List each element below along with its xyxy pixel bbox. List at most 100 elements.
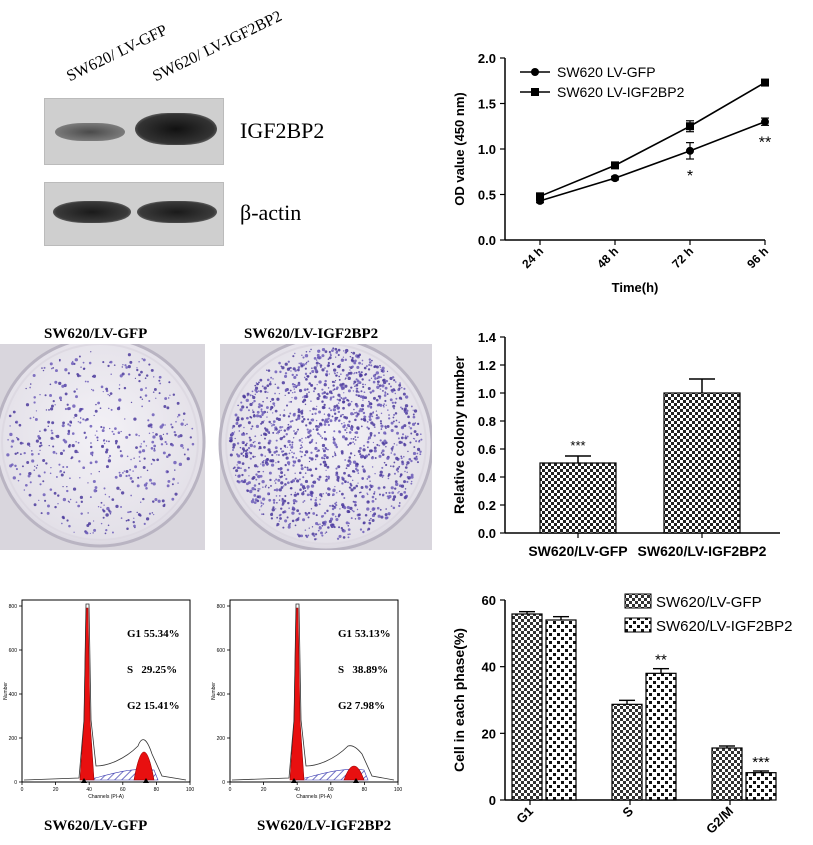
- colony-dot: [304, 372, 308, 376]
- colony-dot: [349, 462, 352, 465]
- colony-dot: [166, 406, 170, 410]
- colony-dot: [321, 347, 326, 352]
- colony-dot: [352, 510, 355, 513]
- colony-dot: [277, 417, 281, 422]
- colony-dot: [16, 451, 19, 454]
- colony-dot: [177, 482, 179, 484]
- colony-dot: [283, 499, 287, 503]
- colony-dot: [42, 493, 46, 497]
- colony-dot: [355, 371, 358, 374]
- colony-dot: [40, 512, 43, 515]
- colony-dot: [75, 395, 78, 399]
- colony-dot: [310, 457, 314, 461]
- fc-stat-key: S: [127, 664, 134, 676]
- colony-dot: [322, 448, 324, 450]
- colony-dot: [374, 377, 377, 380]
- colony-dot: [384, 425, 387, 428]
- y-tick-label: 40: [482, 660, 496, 675]
- colony-dot: [392, 498, 396, 501]
- colony-dot: [6, 453, 10, 457]
- colony-dot: [341, 476, 344, 479]
- colony-dot: [323, 420, 327, 424]
- colony-dot: [62, 465, 65, 469]
- colony-dot: [287, 426, 290, 429]
- colony-dot: [385, 508, 387, 510]
- colony-dot: [277, 460, 280, 464]
- colony-dot: [368, 418, 372, 422]
- colony-dot: [15, 421, 17, 424]
- colony-dot: [35, 467, 38, 469]
- colony-dot: [354, 439, 357, 441]
- colony-dot: [246, 432, 248, 435]
- colony-dot: [358, 410, 361, 413]
- colony-dot: [394, 425, 397, 428]
- colony-dot: [307, 435, 310, 439]
- colony-dot: [232, 446, 235, 449]
- colony-dot: [390, 428, 394, 433]
- colony-dot: [353, 443, 356, 445]
- colony-dot: [384, 513, 388, 517]
- colony-dot: [240, 401, 243, 404]
- colony-dot: [258, 482, 261, 485]
- colony-dot: [380, 452, 383, 454]
- colony-dot: [160, 443, 164, 446]
- colony-dot: [150, 426, 153, 429]
- colony-dot: [292, 367, 296, 371]
- colony-dot: [353, 382, 355, 385]
- colony-dot: [335, 445, 339, 449]
- colony-dot: [349, 506, 353, 511]
- colony-dot: [373, 449, 377, 453]
- colony-dot: [92, 532, 94, 534]
- colony-dot: [385, 379, 389, 383]
- colony-dot: [152, 435, 156, 439]
- colony-dot: [229, 439, 233, 442]
- colony-dot: [328, 477, 330, 480]
- colony-dot: [29, 417, 32, 420]
- colony-dot: [273, 404, 276, 407]
- colony-dot: [45, 462, 48, 465]
- colony-dot: [316, 405, 318, 407]
- colony-dot: [120, 491, 125, 495]
- colony-dot: [143, 522, 146, 525]
- colony-dot: [138, 379, 141, 383]
- colony-dot: [318, 410, 322, 414]
- colony-dot: [286, 468, 290, 472]
- colony-dot: [321, 534, 324, 537]
- colony-dot: [118, 398, 122, 402]
- colony-dot: [90, 351, 92, 353]
- colony-dot: [267, 369, 271, 372]
- colony-dot: [343, 392, 345, 394]
- colony-dot: [167, 397, 170, 399]
- colony-dot: [305, 395, 309, 398]
- colony-dot: [98, 470, 100, 473]
- colony-dot: [229, 453, 233, 457]
- colony-dot: [385, 492, 388, 494]
- colony-dot: [296, 430, 298, 433]
- colony-dot: [314, 408, 318, 411]
- colony-dot: [140, 443, 142, 445]
- colony-dot: [390, 447, 394, 451]
- colony-dot: [405, 435, 407, 437]
- colony-dot: [325, 447, 328, 450]
- colony-dot: [70, 361, 75, 366]
- colony-dot: [62, 485, 64, 488]
- colony-dot: [329, 398, 332, 401]
- colony-dot: [288, 523, 291, 527]
- colony-dot: [404, 466, 408, 469]
- colony-dot: [328, 373, 330, 375]
- colony-dot: [114, 439, 118, 443]
- colony-dot: [133, 457, 135, 459]
- colony-dot: [10, 445, 13, 448]
- colony-dot: [325, 469, 327, 471]
- colony-dot: [360, 371, 363, 374]
- colony-dot: [286, 446, 289, 448]
- colony-dot: [284, 483, 287, 486]
- colony-dot: [235, 418, 240, 422]
- colony-dot: [290, 370, 292, 372]
- wb-blot-igf2bp2: [44, 98, 224, 165]
- colony-dot: [83, 431, 86, 435]
- colony-dot: [278, 488, 282, 492]
- colony-dot: [120, 430, 122, 433]
- colony-dot: [165, 443, 168, 445]
